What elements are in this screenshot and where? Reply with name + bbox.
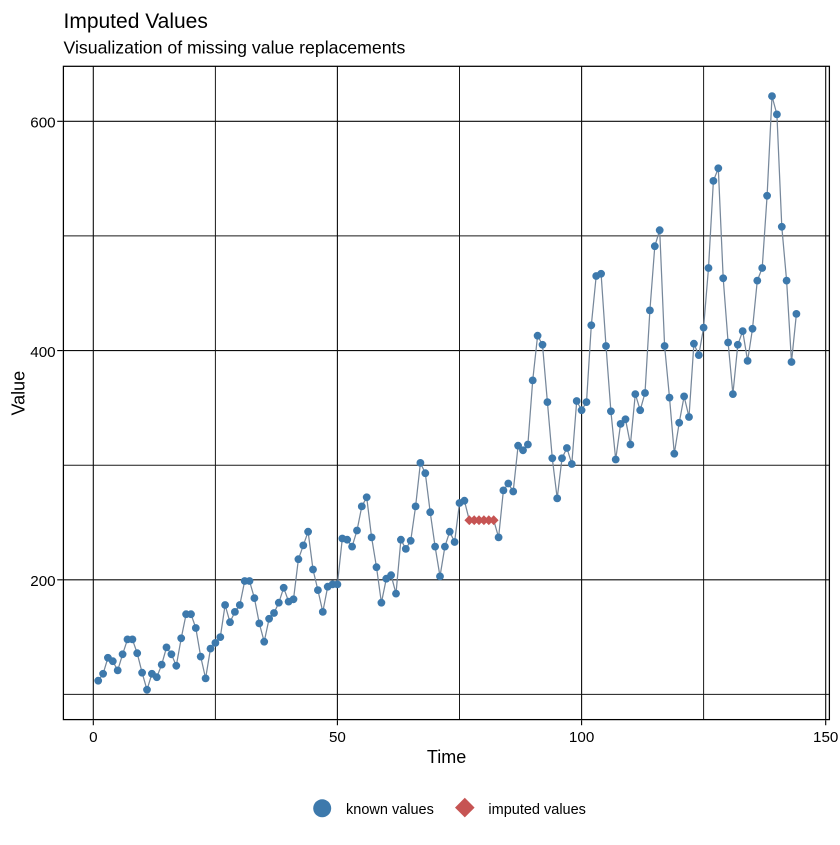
svg-text:Imputed Values: Imputed Values: [64, 10, 208, 33]
svg-text:400: 400: [30, 344, 55, 361]
svg-text:150: 150: [813, 729, 838, 746]
svg-text:100: 100: [569, 729, 594, 746]
svg-text:50: 50: [329, 729, 346, 746]
svg-text:known values: known values: [346, 802, 434, 818]
svg-text:imputed values: imputed values: [488, 802, 586, 818]
svg-text:Time: Time: [427, 747, 466, 767]
svg-text:0: 0: [89, 729, 97, 746]
svg-text:Value: Value: [9, 371, 29, 416]
svg-text:Visualization of missing value: Visualization of missing value replaceme…: [64, 38, 406, 58]
svg-text:200: 200: [30, 573, 55, 590]
svg-text:600: 600: [30, 115, 55, 132]
